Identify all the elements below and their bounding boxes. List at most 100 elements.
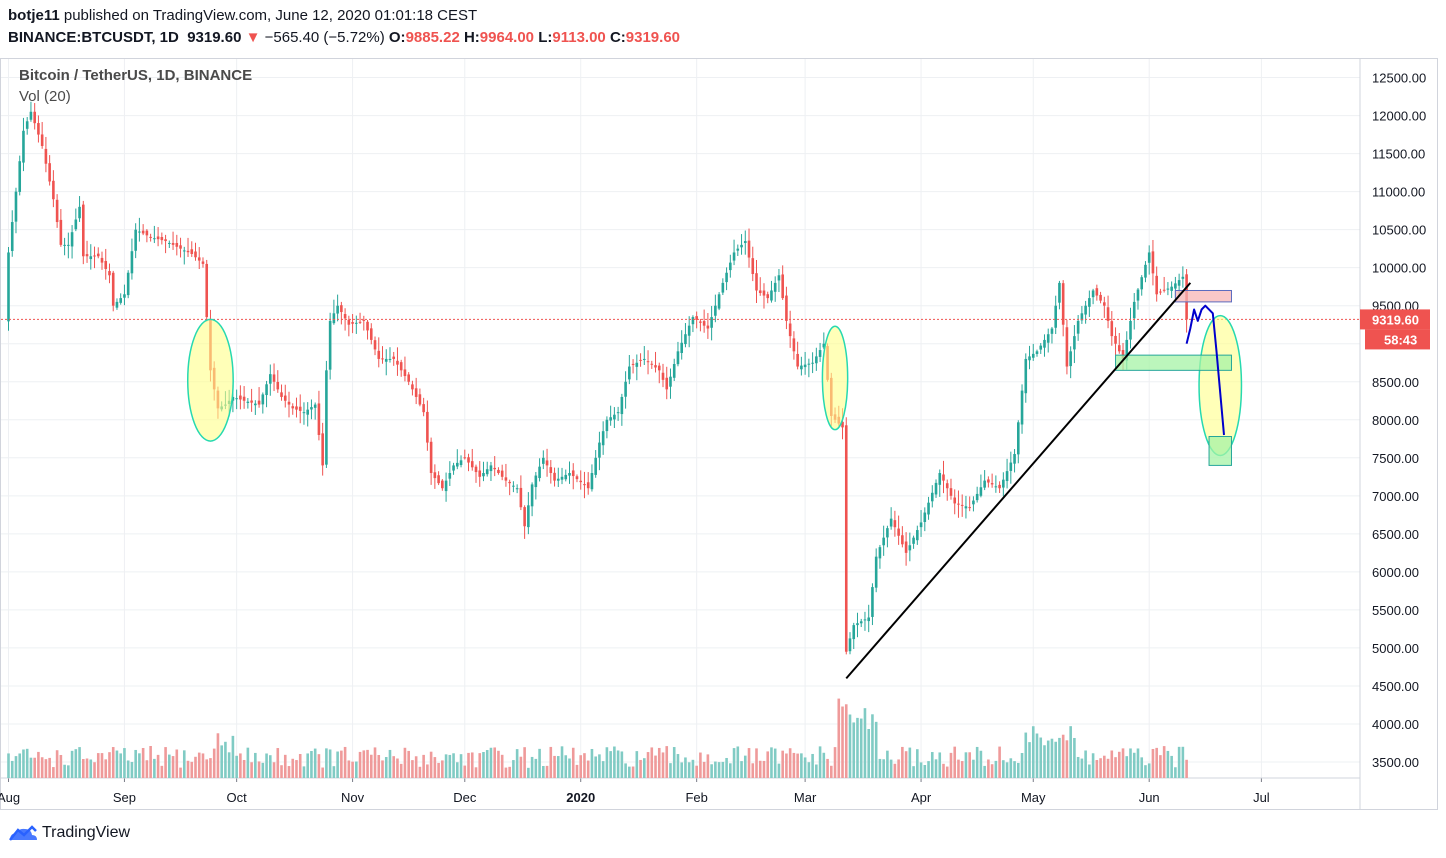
y-tick-label: 7000.00 <box>1372 489 1419 504</box>
last-price-badge-text: 9319.60 <box>1372 312 1419 327</box>
candle-up <box>975 493 979 501</box>
y-tick-label: 11000.00 <box>1372 185 1425 200</box>
candle-down <box>650 363 654 365</box>
volume-bar <box>598 754 601 778</box>
candle-up <box>556 478 560 481</box>
candle-up <box>1035 351 1039 354</box>
volume-bar <box>901 746 904 778</box>
open-label: O: <box>388 29 406 46</box>
volume-bar <box>1061 734 1065 778</box>
volume-bar <box>456 762 459 778</box>
author-name[interactable]: botje11 <box>8 7 60 24</box>
candle-up <box>168 242 171 244</box>
volume-bar <box>1091 753 1095 778</box>
volume-bar <box>960 761 964 778</box>
candle-up <box>302 412 306 414</box>
volume-bar <box>523 747 526 778</box>
y-tick-label: 8500.00 <box>1372 375 1419 390</box>
tradingview-logo[interactable]: TradingView <box>8 824 130 842</box>
candle-up <box>1144 264 1147 278</box>
volume-bar <box>325 748 328 778</box>
volume-bar <box>628 766 631 778</box>
candle-up <box>874 556 878 588</box>
volume-bar <box>59 754 63 778</box>
candle-up <box>605 419 609 432</box>
candle-down <box>179 245 182 249</box>
candle-up <box>729 262 732 271</box>
volume-bar <box>657 747 661 778</box>
candle-down <box>519 487 523 508</box>
volume-bar <box>298 754 302 778</box>
y-tick-label: 5500.00 <box>1372 603 1419 618</box>
candle-down <box>381 358 384 360</box>
high-label: H: <box>463 29 480 46</box>
volume-bar <box>661 752 665 778</box>
candle-up <box>14 191 18 222</box>
volume-bar <box>1076 756 1080 778</box>
volume-bar <box>908 747 912 778</box>
volume-bar <box>93 762 96 778</box>
candle-down <box>104 260 108 269</box>
volume-bar <box>396 758 399 778</box>
volume-bar <box>231 735 235 778</box>
candle-up <box>22 130 25 163</box>
volume-bar <box>500 754 504 778</box>
volume-bar <box>889 759 893 778</box>
candle-down <box>1121 350 1125 359</box>
candle-up <box>130 251 134 274</box>
candle-down <box>190 249 194 254</box>
candle-down <box>59 219 63 245</box>
candle-up <box>182 250 186 252</box>
volume-bar <box>1181 746 1185 778</box>
drawing-annotations <box>186 282 1243 680</box>
volume-bar <box>571 747 575 778</box>
volume-bar <box>48 757 51 778</box>
candle-down <box>411 384 414 390</box>
volume-bar <box>639 759 642 778</box>
volume-bar <box>635 751 639 778</box>
volume-bar <box>295 760 298 778</box>
volume-bar <box>14 756 18 778</box>
candle-down <box>186 250 190 253</box>
x-tick-label: Mar <box>794 790 817 805</box>
candle-down <box>901 535 904 545</box>
candle-up <box>1017 422 1020 455</box>
candle-up <box>923 512 927 522</box>
volume-bar <box>306 753 309 778</box>
candle-up <box>1054 305 1057 328</box>
candle-down <box>1159 291 1162 293</box>
volume-bar <box>998 746 1001 778</box>
volume-indicator-label[interactable]: Vol (20) <box>19 88 71 105</box>
volume-bar <box>29 757 33 778</box>
candle-up <box>609 417 612 421</box>
last-price-badge <box>1360 309 1430 330</box>
volume-bar <box>134 749 137 778</box>
candle-down <box>433 472 437 479</box>
candle-up <box>388 358 392 360</box>
chart-legend-title[interactable]: Bitcoin / TetherUS, 1D, BINANCE <box>19 67 253 84</box>
volume-bar <box>1009 758 1013 778</box>
candle-down <box>758 290 762 294</box>
volume-bar <box>538 748 541 778</box>
candle-down <box>841 421 844 428</box>
volume-bar <box>1106 758 1110 778</box>
candle-up <box>687 325 691 336</box>
candle-up <box>542 457 545 464</box>
volume-bar <box>1039 737 1043 778</box>
volume-bar <box>463 765 467 778</box>
volume-bar <box>164 747 167 778</box>
y-tick-label: 4500.00 <box>1372 679 1419 694</box>
candle-up <box>1073 336 1076 350</box>
candle-down <box>257 400 261 405</box>
volume-bar <box>96 753 100 778</box>
candle-down <box>706 325 710 329</box>
volume-bar <box>773 748 777 778</box>
volume-bar <box>328 749 332 778</box>
volume-bar <box>1159 755 1162 778</box>
volume-bar <box>800 753 803 778</box>
volume-bar <box>1162 746 1166 778</box>
price-badges: 9319.60 58:43 <box>1360 309 1430 350</box>
volume-bar <box>1117 751 1121 778</box>
candle-up <box>1009 462 1013 471</box>
